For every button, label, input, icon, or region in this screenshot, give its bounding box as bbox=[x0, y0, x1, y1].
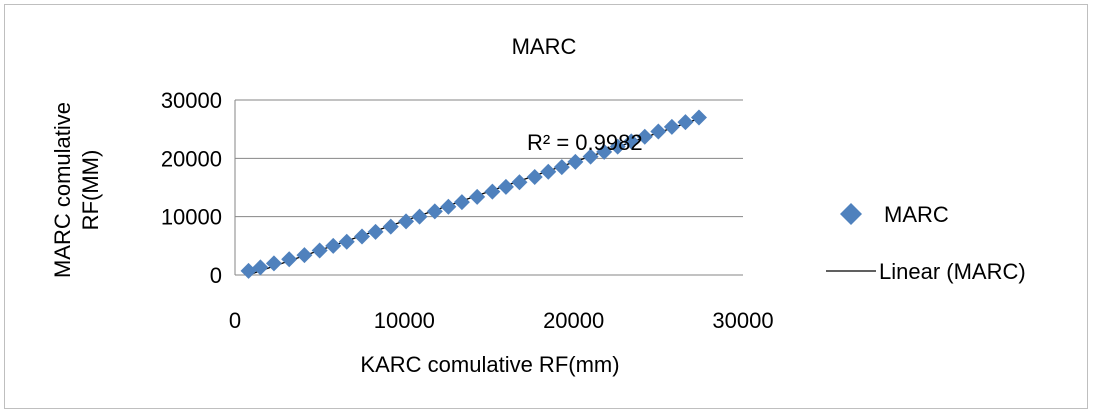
legend-marker-marc bbox=[840, 203, 862, 225]
data-point-25 bbox=[596, 143, 613, 160]
data-point-14 bbox=[440, 198, 457, 215]
data-point-10 bbox=[382, 218, 399, 235]
y-tick-label-2: 20000 bbox=[161, 146, 222, 171]
y-tick-label-3: 30000 bbox=[161, 88, 222, 113]
data-point-29 bbox=[650, 123, 667, 140]
data-point-19 bbox=[511, 174, 528, 191]
legend-label-marc: MARC bbox=[884, 202, 949, 227]
data-point-11 bbox=[398, 213, 415, 230]
tick-layer: 0 10000 20000 30000 0 10000 20000 30000 bbox=[161, 88, 774, 333]
data-point-8 bbox=[354, 228, 370, 245]
y-axis-label-line-1: MARC comulative bbox=[50, 102, 75, 278]
x-tick-label-2: 20000 bbox=[543, 308, 604, 333]
data-point-13 bbox=[426, 203, 443, 220]
data-point-12 bbox=[411, 208, 428, 225]
data-point-20 bbox=[526, 169, 543, 185]
data-point-3 bbox=[281, 251, 298, 268]
data-point-1 bbox=[252, 259, 269, 276]
point-layer bbox=[240, 109, 707, 279]
data-point-28 bbox=[636, 128, 653, 145]
x-tick-label-0: 0 bbox=[229, 308, 241, 333]
data-point-32 bbox=[690, 109, 707, 126]
data-point-24 bbox=[582, 148, 599, 165]
data-point-6 bbox=[325, 237, 342, 254]
y-axis-label: MARC comulative RF(MM) bbox=[50, 102, 103, 278]
x-tick-label-1: 10000 bbox=[374, 308, 435, 333]
x-axis-label: KARC comulative RF(mm) bbox=[360, 352, 619, 377]
data-point-30 bbox=[663, 118, 680, 135]
grid-layer bbox=[234, 99, 743, 276]
data-point-15 bbox=[453, 194, 470, 211]
data-point-31 bbox=[677, 114, 694, 131]
r-squared-label: R² = 0.9982 bbox=[527, 130, 643, 155]
data-point-2 bbox=[265, 255, 282, 272]
data-point-21 bbox=[540, 163, 557, 180]
data-point-17 bbox=[484, 183, 501, 200]
y-tick-label-0: 0 bbox=[210, 263, 222, 288]
data-point-0 bbox=[240, 262, 257, 279]
legend: MARC Linear (MARC) bbox=[826, 202, 1026, 284]
data-point-16 bbox=[469, 188, 486, 205]
data-point-7 bbox=[338, 233, 355, 250]
data-point-22 bbox=[553, 159, 570, 176]
chart-title: MARC bbox=[512, 34, 577, 59]
data-point-5 bbox=[311, 242, 328, 259]
data-point-9 bbox=[367, 223, 384, 240]
data-point-26 bbox=[609, 138, 626, 155]
chart-frame bbox=[4, 4, 1088, 409]
data-point-27 bbox=[623, 133, 640, 150]
y-tick-label-1: 10000 bbox=[161, 205, 222, 230]
legend-label-trend: Linear (MARC) bbox=[879, 259, 1026, 284]
y-axis-label-line-2: RF(MM) bbox=[78, 150, 103, 231]
data-point-23 bbox=[567, 153, 584, 170]
data-point-4 bbox=[296, 247, 313, 264]
data-point-18 bbox=[497, 178, 514, 195]
x-tick-label-3: 30000 bbox=[712, 308, 773, 333]
